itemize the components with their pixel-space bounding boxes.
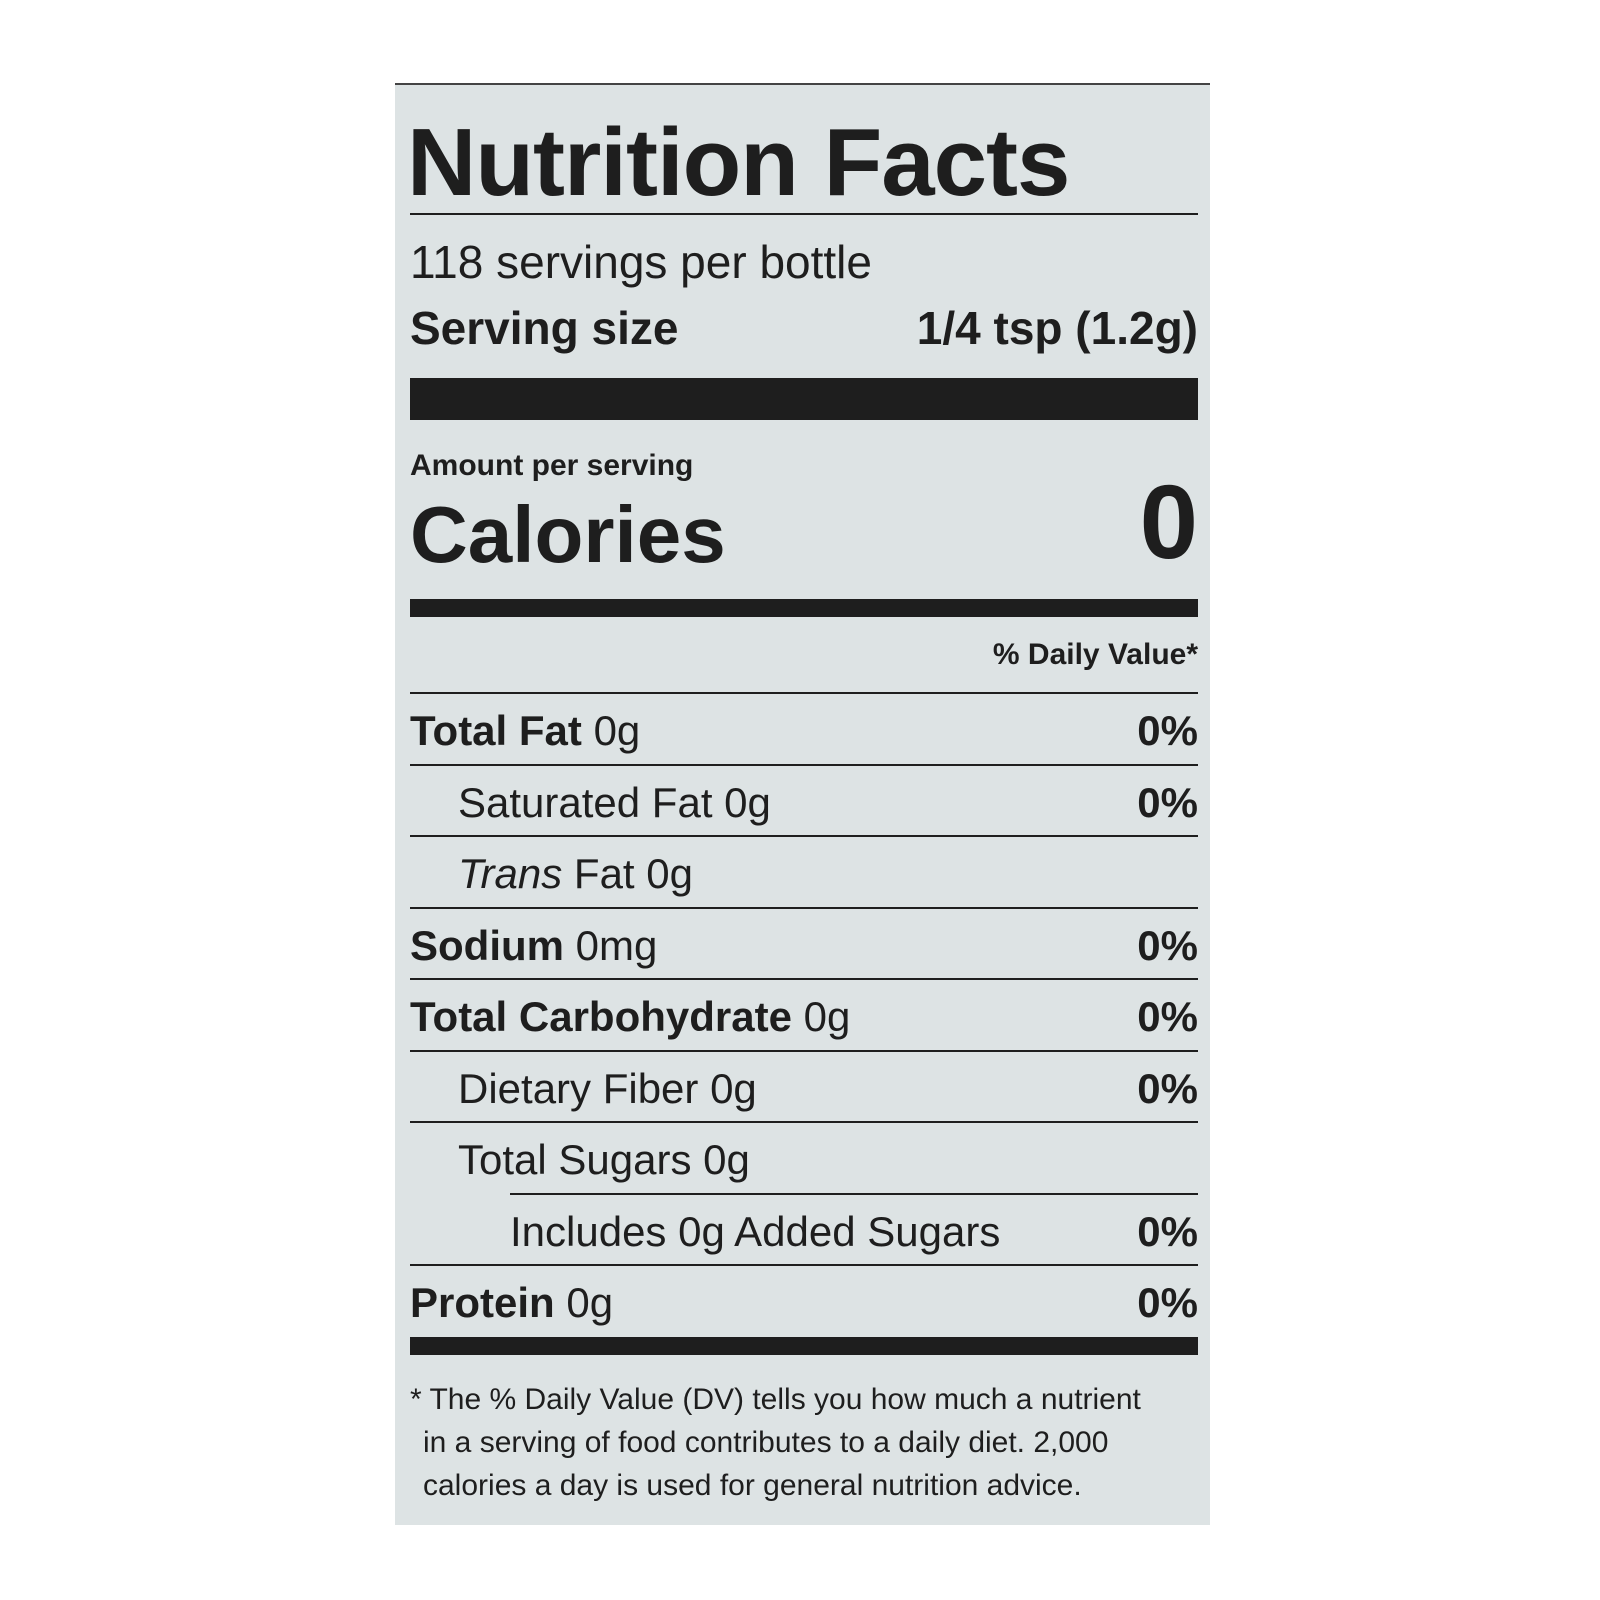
nutrition-label: Nutrition Facts 118 servings per bottle … <box>395 83 1210 1525</box>
nutrient-label: Saturated Fat <box>458 778 713 826</box>
row-rule <box>410 692 1198 694</box>
thick-rule <box>410 378 1198 420</box>
footnote-line: * The % Daily Value (DV) tells you how m… <box>410 1383 1141 1416</box>
title: Nutrition Facts <box>407 109 1070 216</box>
nutrient-row: Saturated Fat 0g <box>458 778 771 826</box>
calories-value: 0 <box>1139 464 1198 581</box>
daily-value: 0% <box>1137 993 1198 1040</box>
row-rule <box>410 1049 1198 1052</box>
row-rule <box>410 1264 1198 1266</box>
footnote-line: in a serving of food contributes to a da… <box>423 1426 1109 1459</box>
daily-value: 0% <box>1137 921 1198 969</box>
nutrient-row: Includes 0g Added Sugars <box>510 1207 1001 1255</box>
nutrient-row: Total Sugars 0g <box>458 1139 750 1181</box>
nutrient-amount: 0g <box>803 993 851 1040</box>
nutrient-amount: 0g <box>646 850 693 897</box>
serving-size-value: 1/4 tsp (1.2g) <box>916 302 1198 354</box>
nutrient-label: Dietary Fiber <box>458 1064 699 1112</box>
daily-value: 0% <box>1137 1064 1198 1112</box>
nutrient-row: Total Carbohydrate 0g <box>410 996 850 1038</box>
nutrient-amount: 0g <box>566 1279 614 1326</box>
nutrient-amount: 0g <box>724 778 771 826</box>
nutrient-label: Sodium <box>410 921 564 969</box>
row-rule <box>510 1192 1198 1195</box>
nutrient-label: Protein <box>410 1279 555 1326</box>
nutrient-label: Total Sugars <box>458 1136 692 1183</box>
rule <box>410 213 1198 215</box>
nutrient-row: Total Fat 0g <box>410 710 640 752</box>
nutrient-row: Sodium 0mg <box>410 921 658 969</box>
bottom-rule <box>410 1337 1198 1355</box>
nutrient-row: Trans Fat 0g <box>458 853 693 895</box>
daily-value: 0% <box>1137 1279 1198 1326</box>
label-italic: Trans <box>458 850 563 897</box>
serving-size-label: Serving size <box>410 302 679 354</box>
medium-rule <box>410 599 1198 617</box>
daily-value: 0% <box>1137 778 1198 826</box>
nutrient-row: Protein 0g <box>410 1282 613 1324</box>
nutrient-row: Dietary Fiber 0g <box>458 1064 757 1112</box>
nutrient-label: Fat <box>573 850 635 897</box>
nutrient-amount: 0g <box>710 1064 757 1112</box>
daily-value: 0% <box>1137 707 1198 754</box>
calories-label: Calories <box>410 490 726 579</box>
row-rule <box>410 978 1198 980</box>
servings: 118 servings per bottle <box>410 236 872 288</box>
nutrient-label: Total Carbohydrate <box>410 993 792 1040</box>
nutrient-amount: 0mg <box>575 921 658 969</box>
amount-per-serving: Amount per serving <box>410 449 694 482</box>
row-rule <box>410 906 1198 909</box>
nutrient-amount: 0g <box>593 707 641 754</box>
row-rule <box>410 763 1198 766</box>
nutrient-label: Includes 0g Added Sugars <box>510 1207 1001 1255</box>
row-rule <box>410 1121 1198 1123</box>
nutrient-amount: 0g <box>703 1136 750 1183</box>
footnote-line: calories a day is used for general nutri… <box>423 1469 1082 1502</box>
row-rule <box>410 835 1198 837</box>
daily-value: 0% <box>1137 1207 1198 1255</box>
nutrient-label: Total Fat <box>410 707 582 754</box>
daily-value-header: % Daily Value* <box>992 638 1198 671</box>
